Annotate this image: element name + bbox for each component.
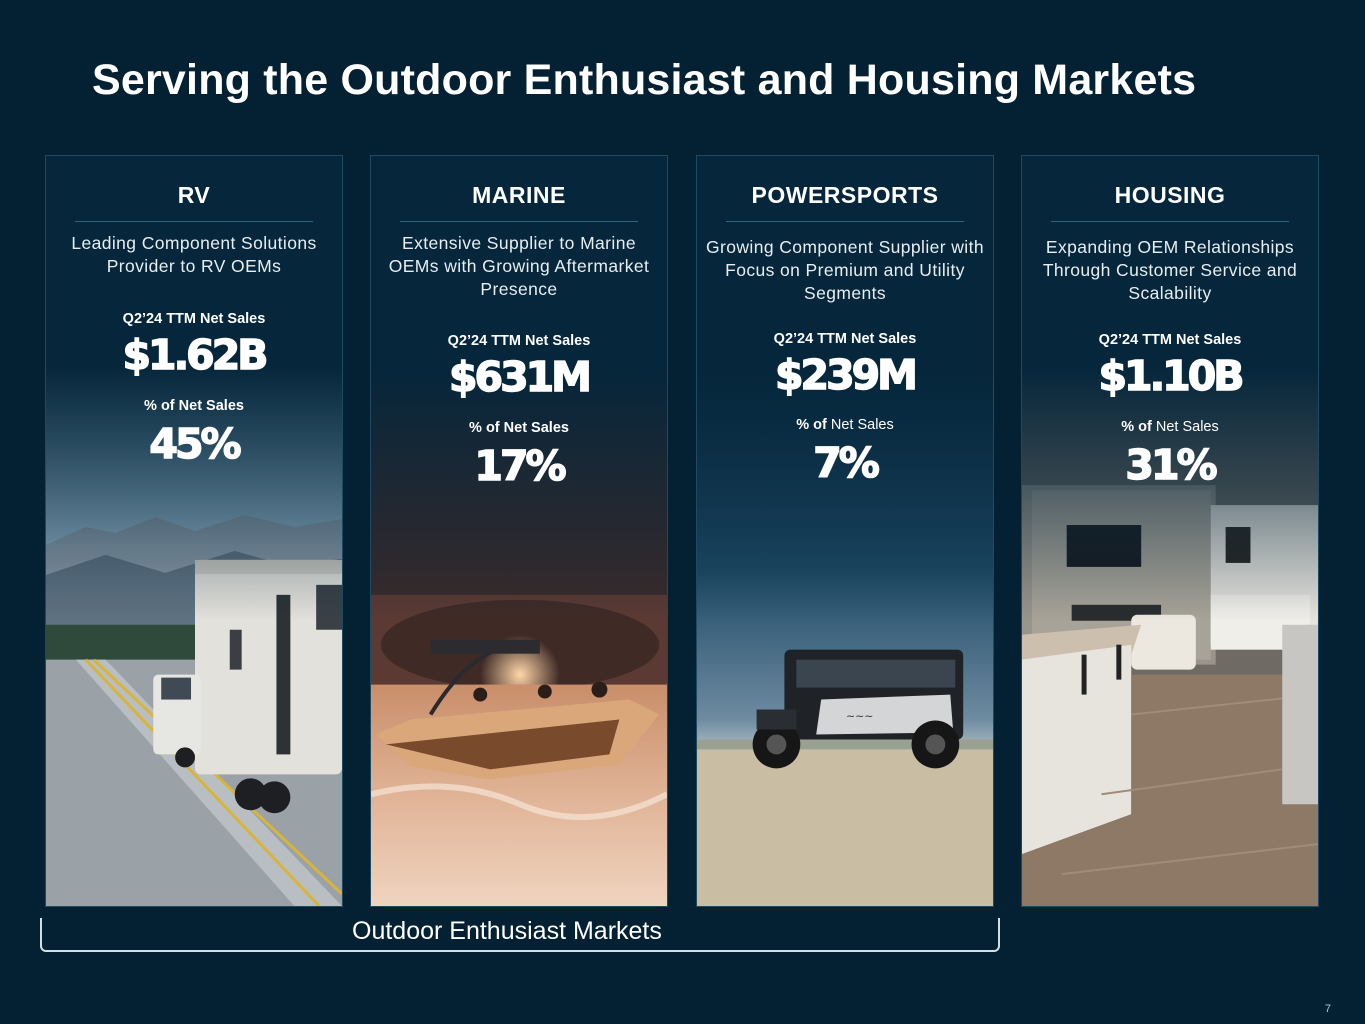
segment-description: Growing Component Supplier with Focus on…: [706, 237, 984, 303]
pct-net-sales-value: 17%: [474, 441, 568, 491]
segment-name: RV: [177, 182, 211, 208]
pct-net-sales-label: % of Net Sales: [1121, 419, 1219, 435]
segment-description: Expanding OEM Relationships Through Cust…: [1042, 237, 1298, 303]
segment-description: Leading Component Solutions Provider to …: [71, 233, 317, 276]
net-sales-label: Q2’24 TTM Net Sales: [1098, 332, 1242, 348]
segment-name: POWERSPORTS: [751, 182, 939, 208]
divider: [726, 221, 964, 222]
net-sales-value: $1.10B: [1098, 351, 1245, 401]
net-sales-label: Q2’24 TTM Net Sales: [773, 331, 917, 347]
slide-title: Serving the Outdoor Enthusiast and Housi…: [92, 56, 1197, 104]
segment-panel-housing: HOUSING Expanding OEM Relationships Thro…: [1021, 155, 1319, 907]
pct-net-sales-label: % of Net Sales: [796, 417, 894, 433]
outdoor-markets-label: Outdoor Enthusiast Markets: [350, 917, 664, 946]
outdoor-markets-bracket: [40, 918, 1000, 952]
pct-net-sales-label: % of Net Sales: [144, 398, 244, 414]
segment-panel-powersports: ~~~ POWERSPORTS Growing Component Suppli…: [696, 155, 994, 907]
pct-net-sales-value: 31%: [1125, 440, 1219, 490]
net-sales-label: Q2’24 TTM Net Sales: [122, 311, 266, 327]
net-sales-value: $631M: [448, 352, 592, 402]
segment-panel-rv: RV Leading Component Solutions Provider …: [45, 155, 343, 907]
divider: [1051, 221, 1289, 222]
net-sales-value: $1.62B: [122, 330, 269, 380]
segment-name: MARINE: [472, 182, 566, 208]
pct-net-sales-value: 7%: [812, 438, 880, 488]
segment-description: Extensive Supplier to Marine OEMs with G…: [388, 233, 650, 299]
segment-name: HOUSING: [1114, 182, 1226, 208]
segment-panel-marine: MARINE Extensive Supplier to Marine OEMs…: [370, 155, 668, 907]
divider: [75, 221, 313, 222]
divider: [400, 221, 638, 222]
pct-net-sales-label: % of Net Sales: [469, 420, 569, 436]
page-number: 7: [1324, 1003, 1331, 1015]
net-sales-value: $239M: [774, 350, 918, 400]
net-sales-label: Q2’24 TTM Net Sales: [447, 333, 591, 349]
pct-net-sales-value: 45%: [149, 419, 243, 469]
